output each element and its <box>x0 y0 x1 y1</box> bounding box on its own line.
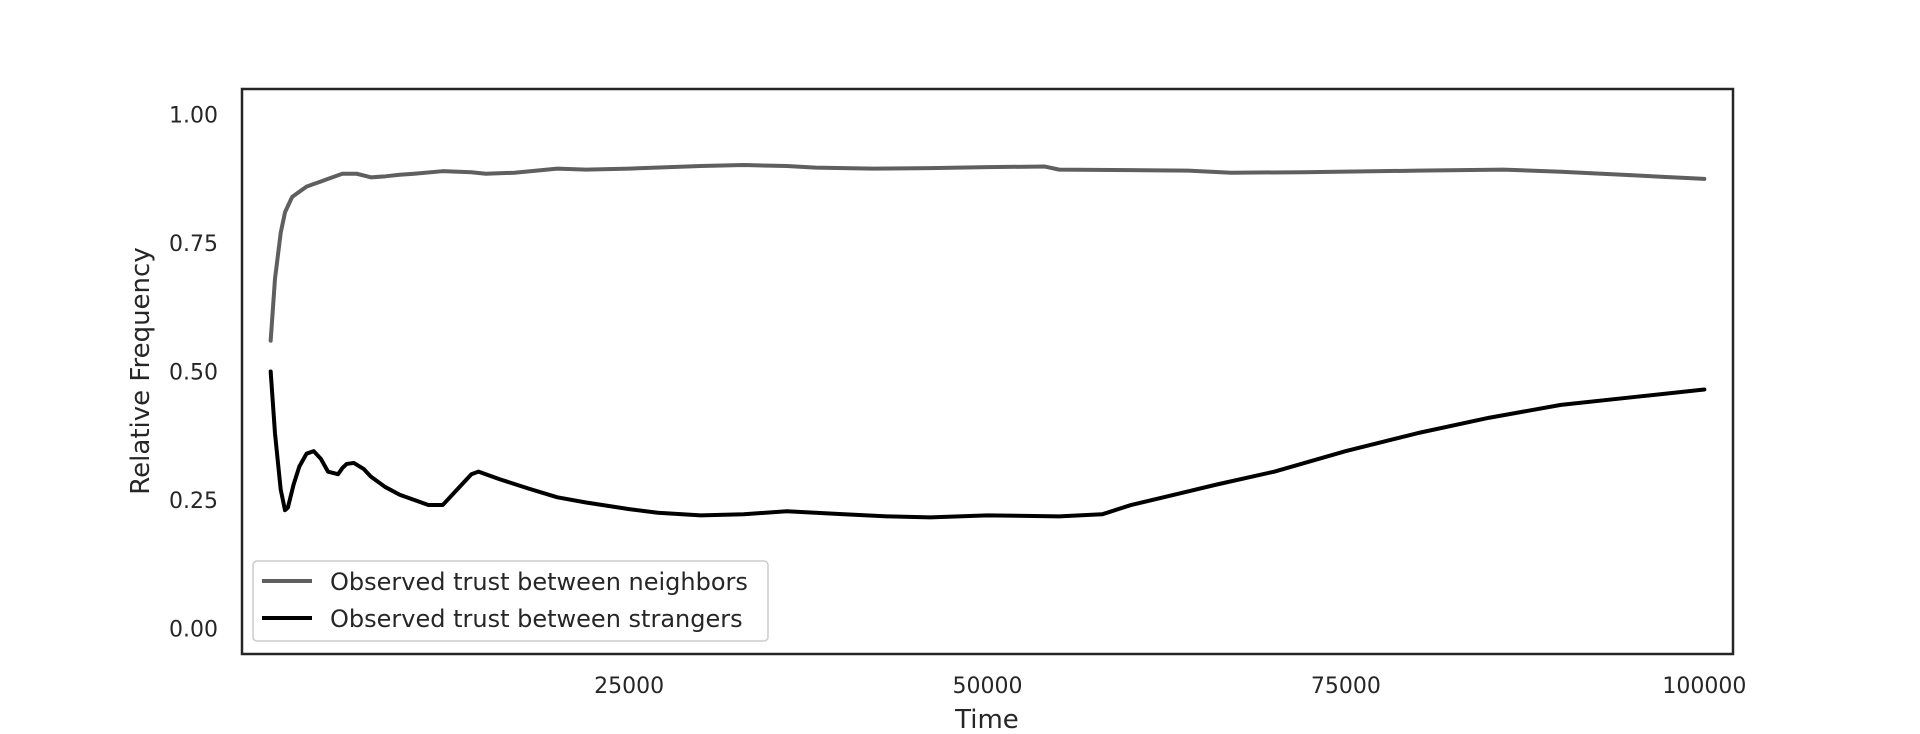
y-tick-labels: 0.00 0.25 0.50 0.75 1.00 <box>169 104 218 643</box>
plot-background <box>242 89 1733 654</box>
y-tick-label: 1.00 <box>169 104 218 129</box>
legend-box <box>252 560 769 642</box>
legend: Observed trust between neighbors Observe… <box>252 560 769 642</box>
y-axis-label: Relative Frequency <box>126 247 156 494</box>
legend-label-strangers: Observed trust between strangers <box>330 605 743 633</box>
x-tick-label: 100000 <box>1662 674 1746 699</box>
y-tick-label: 0.50 <box>169 361 218 386</box>
x-tick-labels: 25000 50000 75000 100000 <box>594 674 1746 699</box>
x-tick-label: 75000 <box>1311 674 1381 699</box>
legend-label-neighbors: Observed trust between neighbors <box>330 568 748 596</box>
x-axis-label: Time <box>954 705 1019 734</box>
plot-frame <box>240 87 1735 656</box>
y-tick-label: 0.00 <box>169 617 218 642</box>
y-tick-label: 0.25 <box>169 489 218 514</box>
series-line-1 <box>268 369 1707 520</box>
y-tick-label: 0.75 <box>169 232 218 257</box>
x-tick-label: 25000 <box>594 674 664 699</box>
series-layer <box>268 163 1707 520</box>
series-line-0 <box>268 163 1707 343</box>
x-tick-label: 50000 <box>953 674 1023 699</box>
